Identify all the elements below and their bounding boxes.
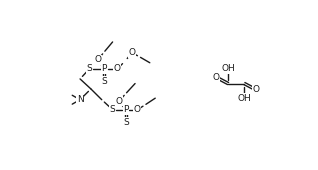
Text: P: P [123,105,128,114]
Text: O: O [115,97,122,106]
Text: O: O [252,85,259,94]
Text: S: S [123,117,129,126]
Text: O: O [114,64,121,73]
Text: OH: OH [238,94,251,103]
Text: S: S [86,64,92,73]
Text: OH: OH [221,64,235,73]
Text: S: S [101,77,107,86]
Text: O: O [128,48,135,57]
Text: P: P [101,64,107,73]
Text: N: N [77,95,83,104]
Text: O: O [94,55,101,64]
Text: O: O [213,73,220,82]
Text: S: S [110,105,115,114]
Text: O: O [134,105,141,114]
